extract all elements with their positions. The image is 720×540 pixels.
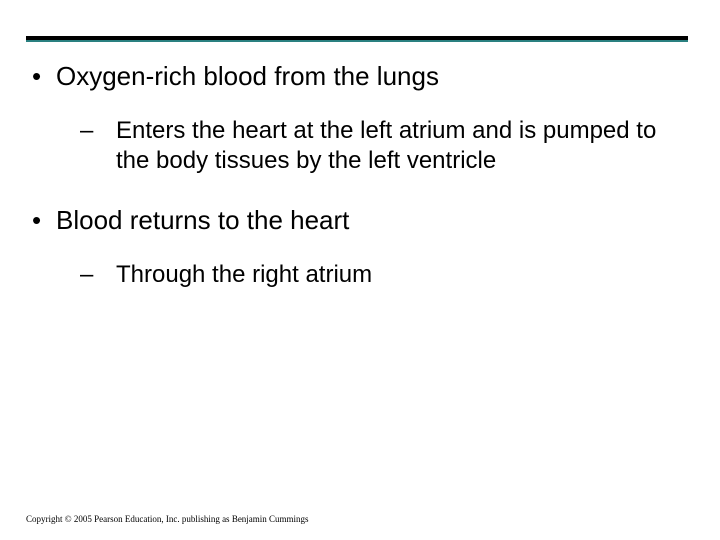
dash-marker: –: [80, 260, 116, 290]
list-subitem: – Enters the heart at the left atrium an…: [80, 116, 688, 176]
list-subitem: – Through the right atrium: [80, 260, 688, 290]
bullet-text: Blood returns to the heart: [56, 204, 688, 236]
dash-marker: –: [80, 116, 116, 146]
teal-accent-line: [26, 40, 688, 42]
slide: • Oxygen-rich blood from the lungs – Ent…: [0, 0, 720, 540]
copyright-text: Copyright © 2005 Pearson Education, Inc.…: [26, 514, 309, 524]
subbullet-text: Through the right atrium: [116, 260, 688, 290]
list-item: • Blood returns to the heart: [26, 204, 688, 236]
bullet-marker: •: [26, 60, 56, 92]
slide-body: • Oxygen-rich blood from the lungs – Ent…: [26, 60, 688, 318]
subbullet-text: Enters the heart at the left atrium and …: [116, 116, 688, 176]
bullet-text: Oxygen-rich blood from the lungs: [56, 60, 688, 92]
bullet-marker: •: [26, 204, 56, 236]
list-item: • Oxygen-rich blood from the lungs: [26, 60, 688, 92]
